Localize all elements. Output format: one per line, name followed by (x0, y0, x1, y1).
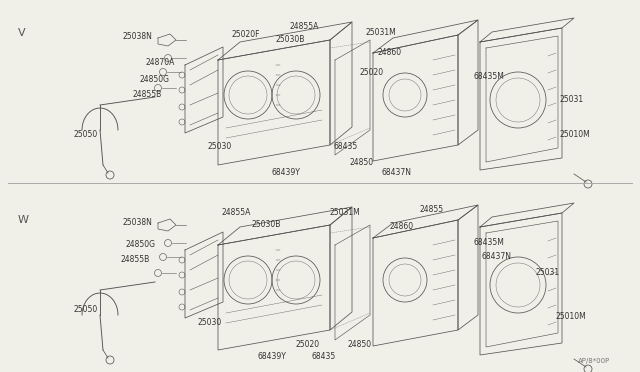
Text: 24850: 24850 (350, 158, 374, 167)
Text: 24870A: 24870A (146, 58, 175, 67)
Text: AP/8*00P: AP/8*00P (578, 358, 610, 364)
Text: 24855B: 24855B (132, 90, 162, 99)
Text: 25020: 25020 (360, 68, 384, 77)
Text: V: V (18, 28, 26, 38)
Text: 25038N: 25038N (122, 218, 152, 227)
Text: 24855B: 24855B (121, 255, 150, 264)
Text: 24850: 24850 (348, 340, 372, 349)
Text: 68437N: 68437N (382, 168, 412, 177)
Text: 68435M: 68435M (474, 238, 505, 247)
Text: 24855A: 24855A (290, 22, 319, 31)
Text: 68437N: 68437N (482, 252, 512, 261)
Text: 25020: 25020 (295, 340, 319, 349)
Text: 25031: 25031 (535, 268, 559, 277)
Text: 68435: 68435 (334, 142, 358, 151)
Text: 24855: 24855 (420, 205, 444, 214)
Text: W: W (18, 215, 29, 225)
Text: 25030B: 25030B (275, 35, 305, 44)
Text: 25010M: 25010M (560, 130, 591, 139)
Text: 24850G: 24850G (125, 240, 155, 249)
Text: 25031M: 25031M (330, 208, 361, 217)
Text: 68439Y: 68439Y (258, 352, 287, 361)
Text: 25010M: 25010M (555, 312, 586, 321)
Text: 25038N: 25038N (122, 32, 152, 41)
Text: 24850G: 24850G (140, 75, 170, 84)
Text: 24860: 24860 (378, 48, 402, 57)
Text: 68435: 68435 (312, 352, 336, 361)
Text: 25030: 25030 (208, 142, 232, 151)
Text: 25030B: 25030B (252, 220, 282, 229)
Text: 25050: 25050 (74, 305, 98, 314)
Text: 25050: 25050 (74, 130, 98, 139)
Text: 25031M: 25031M (365, 28, 396, 37)
Text: 68435M: 68435M (474, 72, 505, 81)
Text: 68439Y: 68439Y (272, 168, 301, 177)
Text: 24855A: 24855A (222, 208, 252, 217)
Text: 25030: 25030 (198, 318, 222, 327)
Text: 25031: 25031 (560, 95, 584, 104)
Text: 25020F: 25020F (232, 30, 260, 39)
Text: 24860: 24860 (390, 222, 414, 231)
